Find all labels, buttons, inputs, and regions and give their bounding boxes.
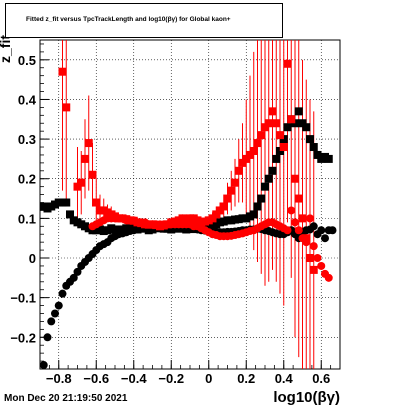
data-point-square <box>268 107 277 116</box>
x-tick-label: −0.8 <box>46 371 72 386</box>
x-tick-label: −0.4 <box>121 371 147 386</box>
data-point-circle <box>328 226 337 235</box>
data-point-circle <box>291 218 299 227</box>
data-point-square <box>84 139 93 148</box>
data-point-circle <box>287 206 296 215</box>
data-point-square <box>88 170 97 179</box>
data-point-circle <box>294 226 303 235</box>
data-point-square <box>294 107 303 116</box>
data-point-square <box>261 182 269 191</box>
y-tick-label: −0.1 <box>10 291 36 306</box>
data-point-square <box>306 135 314 144</box>
data-point-square <box>249 210 258 219</box>
data-point-square <box>283 59 292 68</box>
y-tick-label: 0.1 <box>18 211 36 226</box>
y-tick-label: 0.5 <box>18 53 36 68</box>
data-point-square <box>92 198 101 207</box>
data-point-square <box>294 194 303 203</box>
data-point-square <box>62 198 71 207</box>
data-point-circle <box>313 254 322 263</box>
data-point-circle <box>69 273 78 282</box>
data-point-square <box>234 166 243 175</box>
data-point-circle <box>309 242 318 251</box>
data-point-square <box>77 178 86 187</box>
data-point-square <box>309 265 318 274</box>
data-point-square <box>219 202 228 211</box>
data-point-circle <box>58 289 67 298</box>
tick-labels: −0.8 −0.6 −0.4 −0.2 0 0.2 0.4 0.6 −0.2 −0.1 0 0.1 0.… <box>10 53 330 386</box>
x-tick-label: 0 <box>205 371 212 386</box>
data-point-circle <box>43 333 52 342</box>
data-point-square <box>58 67 67 76</box>
data-point-square <box>276 131 284 140</box>
data-point-circle <box>54 301 63 310</box>
y-tick-label: 0 <box>29 251 36 266</box>
data-point-square <box>231 178 239 187</box>
y-tick-label: −0.2 <box>10 330 36 345</box>
data-point-square <box>291 174 299 183</box>
data-point-square <box>272 154 281 163</box>
chart-title: Fitted z_fit versus TpcTrackLength and l… <box>26 16 231 23</box>
data-point-square <box>264 119 273 128</box>
data-point-square <box>62 103 71 112</box>
data-point-circle <box>324 273 333 282</box>
data-point-circle <box>73 267 82 276</box>
y-tick-label: 0.4 <box>18 92 37 107</box>
y-tick-label: 0.2 <box>18 172 36 187</box>
data-point-square <box>264 174 273 183</box>
data-point-circle <box>302 238 311 247</box>
data-point-square <box>257 131 266 140</box>
data-point-circle <box>47 317 56 326</box>
data-point-circle <box>306 214 314 223</box>
y-tick-label: 0.3 <box>18 132 36 147</box>
x-tick-label: −0.2 <box>158 371 184 386</box>
data-point-square <box>249 146 258 155</box>
data-point-square <box>283 123 292 132</box>
data-point-square <box>287 115 296 124</box>
data-point-circle <box>317 261 326 270</box>
data-point-square <box>306 254 314 263</box>
data-point-circle <box>51 309 59 318</box>
x-tick-label: 0.2 <box>237 371 255 386</box>
data-point-square <box>272 119 281 128</box>
data-point-circle <box>309 222 318 231</box>
data-point-square <box>268 166 277 175</box>
data-point-square <box>279 143 288 152</box>
timestamp-footer: Mon Dec 20 21:19:50 2021 <box>4 393 128 404</box>
title-box: Fitted z_fit versus TpcTrackLength and l… <box>5 3 283 38</box>
data-point-square <box>227 186 236 195</box>
data-point-square <box>81 154 89 163</box>
data-point-square <box>253 139 262 148</box>
data-point-square <box>309 143 318 152</box>
data-point-circle <box>321 234 329 243</box>
x-axis-label: log10(βγ) <box>273 389 340 406</box>
data-point-square <box>66 210 74 219</box>
data-point-square <box>324 154 333 163</box>
data-point-square <box>298 214 307 223</box>
data-point-square <box>253 202 262 211</box>
x-tick-label: 0.6 <box>312 371 330 386</box>
data-point-square <box>302 123 311 132</box>
x-tick-label: −0.6 <box>83 371 109 386</box>
data-points <box>39 59 337 370</box>
data-point-circle <box>283 226 292 235</box>
data-point-circle <box>317 226 326 235</box>
data-point-square <box>257 194 266 203</box>
x-tick-label: 0.4 <box>275 371 294 386</box>
data-point-square <box>223 194 232 203</box>
y-axis-label: z_fit <box>0 35 13 63</box>
data-point-circle <box>39 361 48 370</box>
